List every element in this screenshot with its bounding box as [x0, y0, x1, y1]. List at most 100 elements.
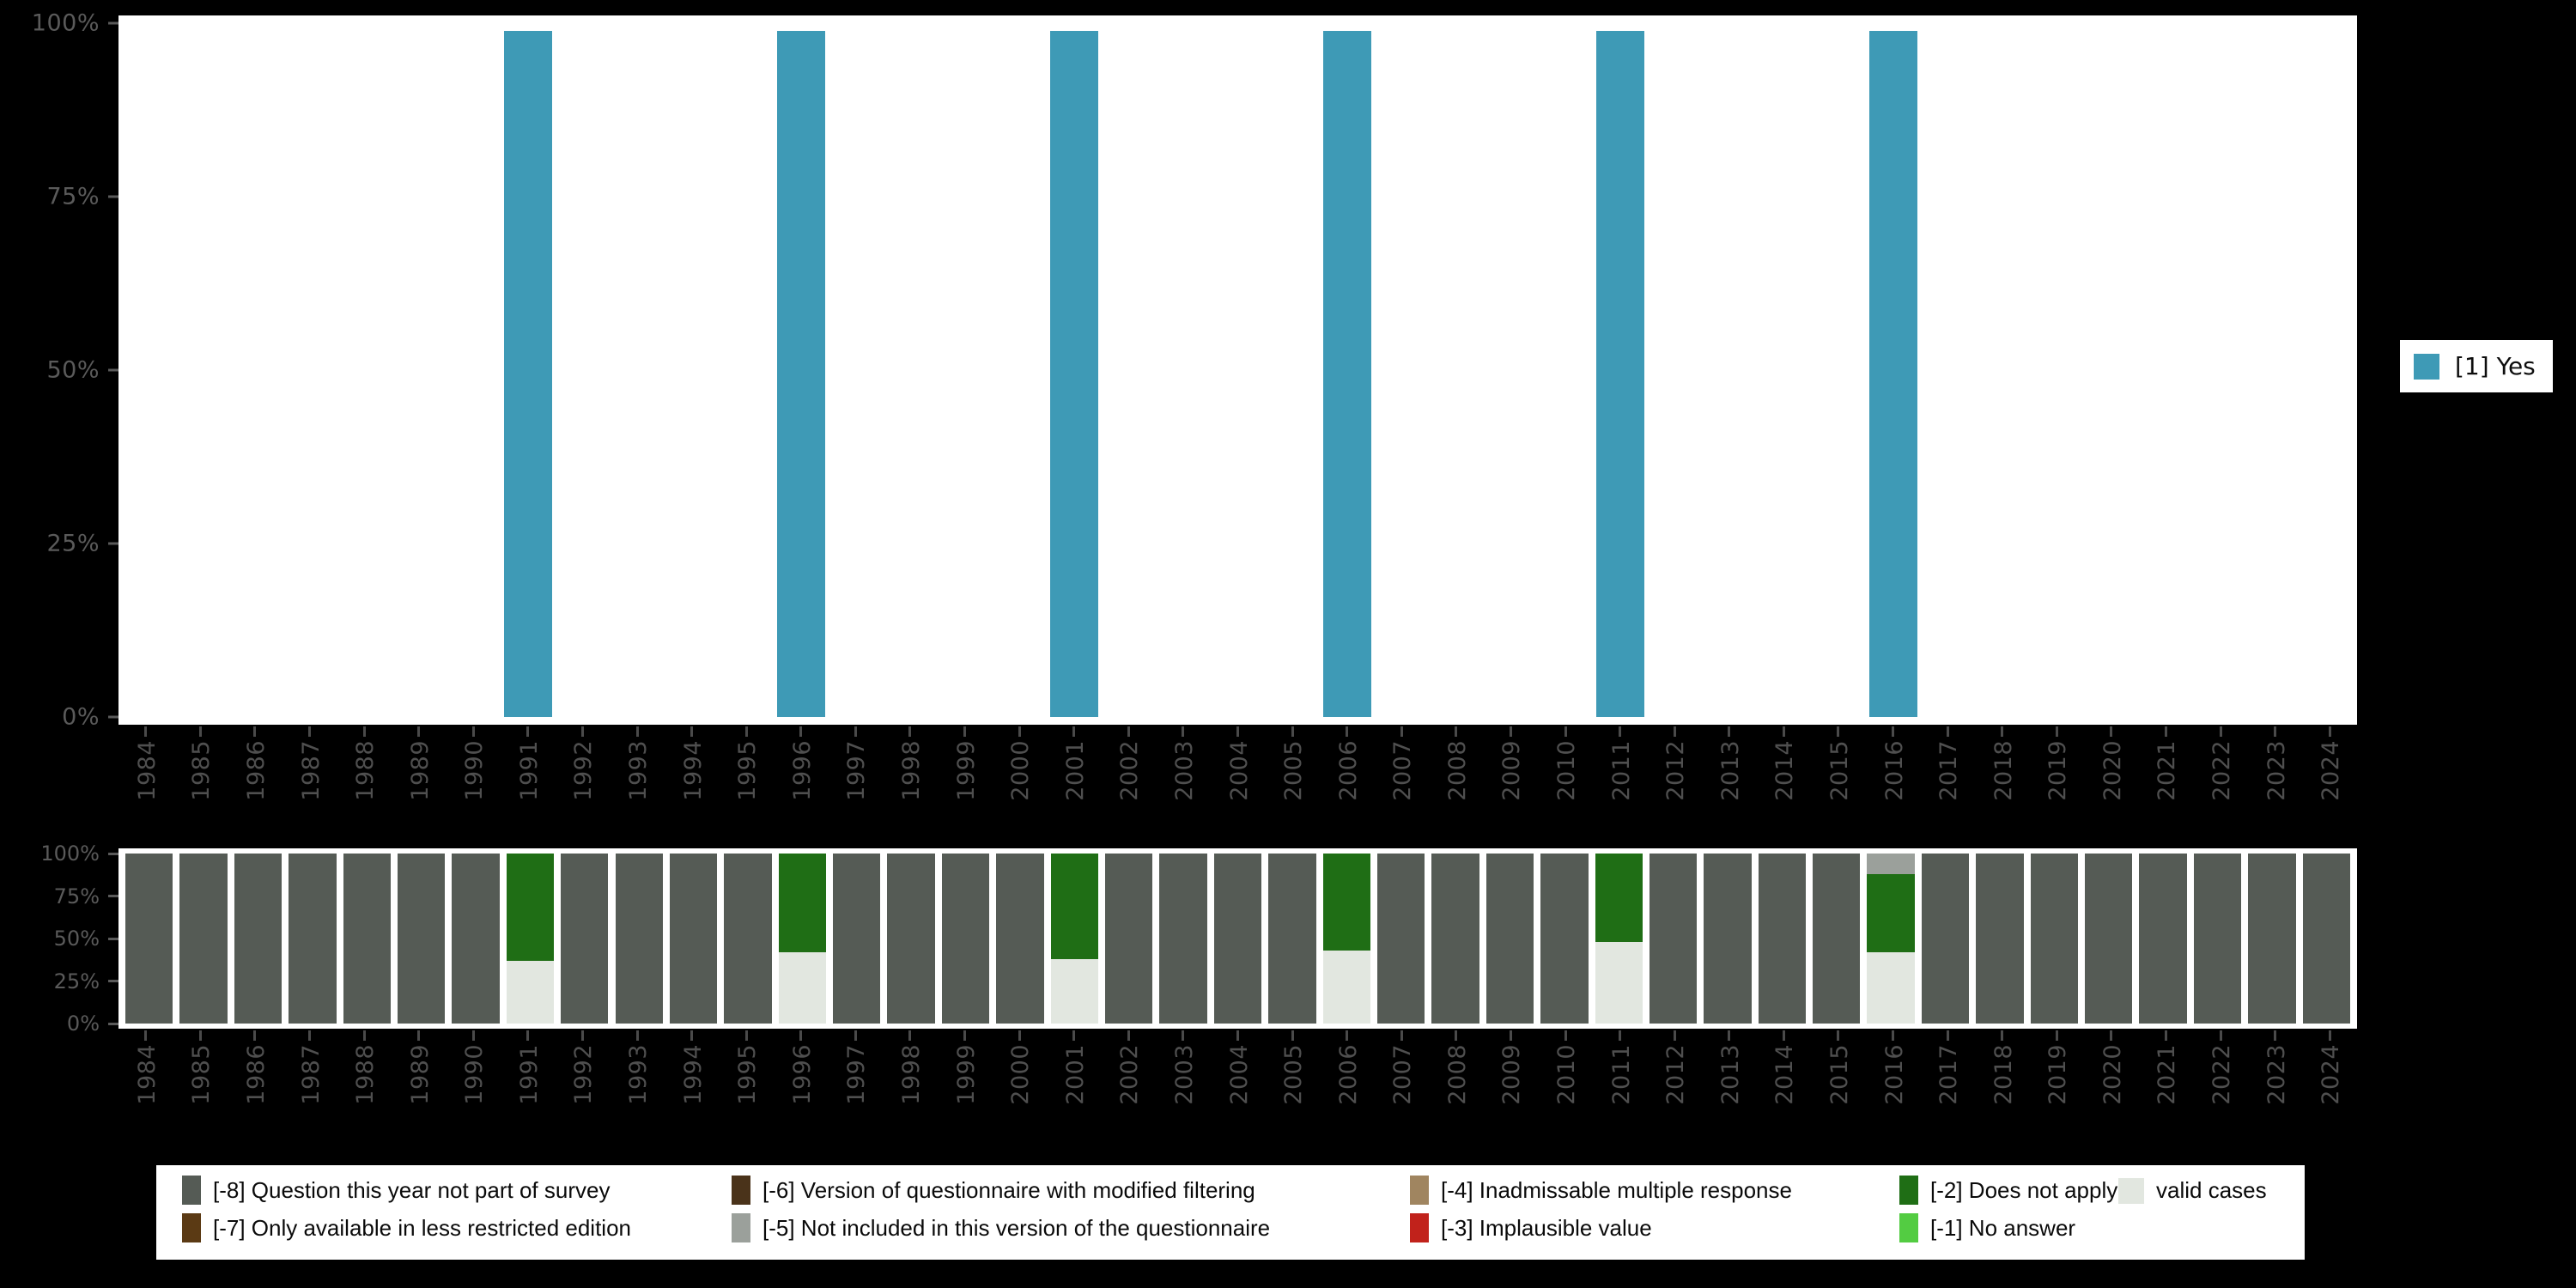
x-axis-tick-label: 2019 [2044, 740, 2072, 801]
stacked-bar-column [397, 854, 446, 1024]
stacked-bar-column [778, 854, 827, 1024]
stacked-y-axis-tick-label: 50% [53, 927, 100, 951]
stacked-bar-segment [778, 951, 827, 1024]
main-chart-plot-area [118, 15, 2357, 725]
x-axis-tick-label: 2017 [1935, 740, 1963, 801]
stacked-bar-segment [2248, 854, 2296, 1024]
x-axis-tick-label: 2005 [1280, 1044, 1308, 1105]
y-axis-tick: 50% [46, 357, 118, 384]
x-axis-tick-mark [1236, 1030, 1239, 1041]
x-axis-tick-mark [1782, 1030, 1785, 1041]
x-axis-tick-label: 1992 [570, 740, 598, 801]
stacked-y-axis-tick-label: 25% [53, 969, 100, 993]
stacked-bar-column [887, 854, 935, 1024]
y-axis-tick: 75% [46, 184, 118, 210]
x-axis-tick-mark [744, 726, 748, 737]
x-axis-tick-mark [1782, 726, 1785, 737]
stacked-bar-segment [1758, 854, 1807, 1024]
x-axis-tick-mark [2274, 726, 2277, 737]
x-axis-tick-label: 1994 [679, 740, 707, 801]
x-axis-tick-label: 1986 [242, 740, 270, 801]
x-axis-tick-mark [1728, 1030, 1731, 1041]
x-axis-tick-label: 2019 [2044, 1044, 2072, 1105]
x-axis-tick-mark [2328, 1030, 2331, 1041]
stacked-bar-segment [343, 854, 391, 1024]
x-axis-tick-mark [1072, 726, 1076, 737]
x-axis-tick-mark [362, 1030, 366, 1041]
x-axis-tick-mark [1236, 726, 1239, 737]
x-axis-tick-mark [471, 726, 475, 737]
x-axis-tick-mark [635, 1030, 639, 1041]
x-axis-tick-label: 2004 [1225, 1044, 1253, 1105]
stacked-y-axis-tick-mark [108, 1022, 118, 1025]
x-axis-tick-mark [580, 1030, 584, 1041]
stacked-bar-column [2085, 854, 2133, 1024]
stacked-bar-column [996, 854, 1044, 1024]
x-axis-tick-label: 1999 [952, 740, 980, 801]
x-axis-tick-label: 1996 [788, 740, 816, 801]
x-axis-tick-label: 1991 [515, 1044, 543, 1105]
stacked-y-axis-tick-label: 100% [40, 841, 100, 866]
x-axis-tick-label: 1993 [625, 1044, 653, 1105]
x-axis-tick-mark [1619, 1030, 1622, 1041]
x-axis-tick-mark [1346, 726, 1349, 737]
y-axis-tick-label: 75% [46, 183, 100, 210]
legend-item: [-1] No answer [1899, 1213, 2329, 1242]
x-axis-tick-label: 2018 [1990, 1044, 2017, 1105]
x-axis-tick-mark [1509, 1030, 1512, 1041]
x-axis-tick-mark [253, 1030, 257, 1041]
x-axis-tick-label: 1987 [297, 1044, 325, 1105]
stacked-bar-segment [1322, 950, 1370, 1024]
stacked-y-axis-tick-mark [108, 895, 118, 897]
x-axis-tick-label: 2006 [1334, 1044, 1362, 1105]
stacked-bar-segment [1595, 854, 1643, 942]
x-axis-tick-label: 2002 [1116, 740, 1144, 801]
x-axis-tick-label: 2022 [2208, 1044, 2236, 1105]
x-axis-tick-mark [2219, 1030, 2222, 1041]
x-axis-tick-label: 2003 [1170, 1044, 1198, 1105]
stacked-bar-column [452, 854, 500, 1024]
x-axis-tick-mark [1946, 1030, 1949, 1041]
x-axis-tick-label: 2006 [1334, 740, 1362, 801]
x-axis-tick-label: 1998 [897, 1044, 925, 1105]
x-axis-tick-label: 2023 [2263, 740, 2290, 801]
stacked-bar-column [289, 854, 337, 1024]
x-axis-tick-label: 2002 [1116, 1044, 1144, 1105]
legend-item: [-7] Only available in less restricted e… [182, 1213, 732, 1242]
legend-label: [-1] No answer [1930, 1214, 2076, 1241]
x-axis-tick-mark [580, 726, 584, 737]
stacked-bar-column [1322, 854, 1370, 1024]
stacked-bar-column [561, 854, 609, 1024]
x-axis-tick-label: 1985 [188, 740, 216, 801]
stacked-chart-plot-area [118, 848, 2357, 1029]
x-axis-tick-label: 2022 [2208, 740, 2236, 801]
stacked-bar-segment [506, 960, 555, 1024]
stacked-bar-column [1213, 854, 1262, 1024]
stacked-bar-column [941, 854, 990, 1024]
stacked-bar-segment [1322, 854, 1370, 951]
stacked-bar-segment [506, 854, 555, 961]
x-axis-tick-mark [1455, 726, 1458, 737]
x-axis-tick-label: 2005 [1280, 740, 1308, 801]
x-axis-tick-label: 2016 [1880, 740, 1908, 801]
x-axis-tick-mark [1837, 1030, 1840, 1041]
stacked-bar-column [1540, 854, 1589, 1024]
y-axis-tick-label: 0% [62, 703, 100, 731]
x-axis-tick-label: 2020 [2099, 1044, 2126, 1105]
stacked-bar-segment [1976, 854, 2024, 1024]
x-axis-tick-label: 2010 [1553, 740, 1580, 801]
x-axis-tick-label: 1984 [133, 740, 161, 801]
x-axis-tick-mark [1018, 1030, 1021, 1041]
y-axis-tick-mark [108, 715, 118, 719]
stacked-bar-segment [996, 854, 1044, 1024]
x-axis-tick-mark [2110, 1030, 2113, 1041]
legend-swatch [182, 1176, 201, 1205]
stacked-bar-column [833, 854, 881, 1024]
x-axis-tick-mark [2055, 1030, 2058, 1041]
legend-item: [-8] Question this year not part of surv… [182, 1176, 732, 1205]
legend-swatch [732, 1213, 750, 1242]
y-axis-tick: 25% [46, 531, 118, 557]
x-axis-tick-mark [963, 726, 967, 737]
x-axis-tick-mark [2219, 726, 2222, 737]
stacked-bar-segment [1867, 951, 1915, 1024]
